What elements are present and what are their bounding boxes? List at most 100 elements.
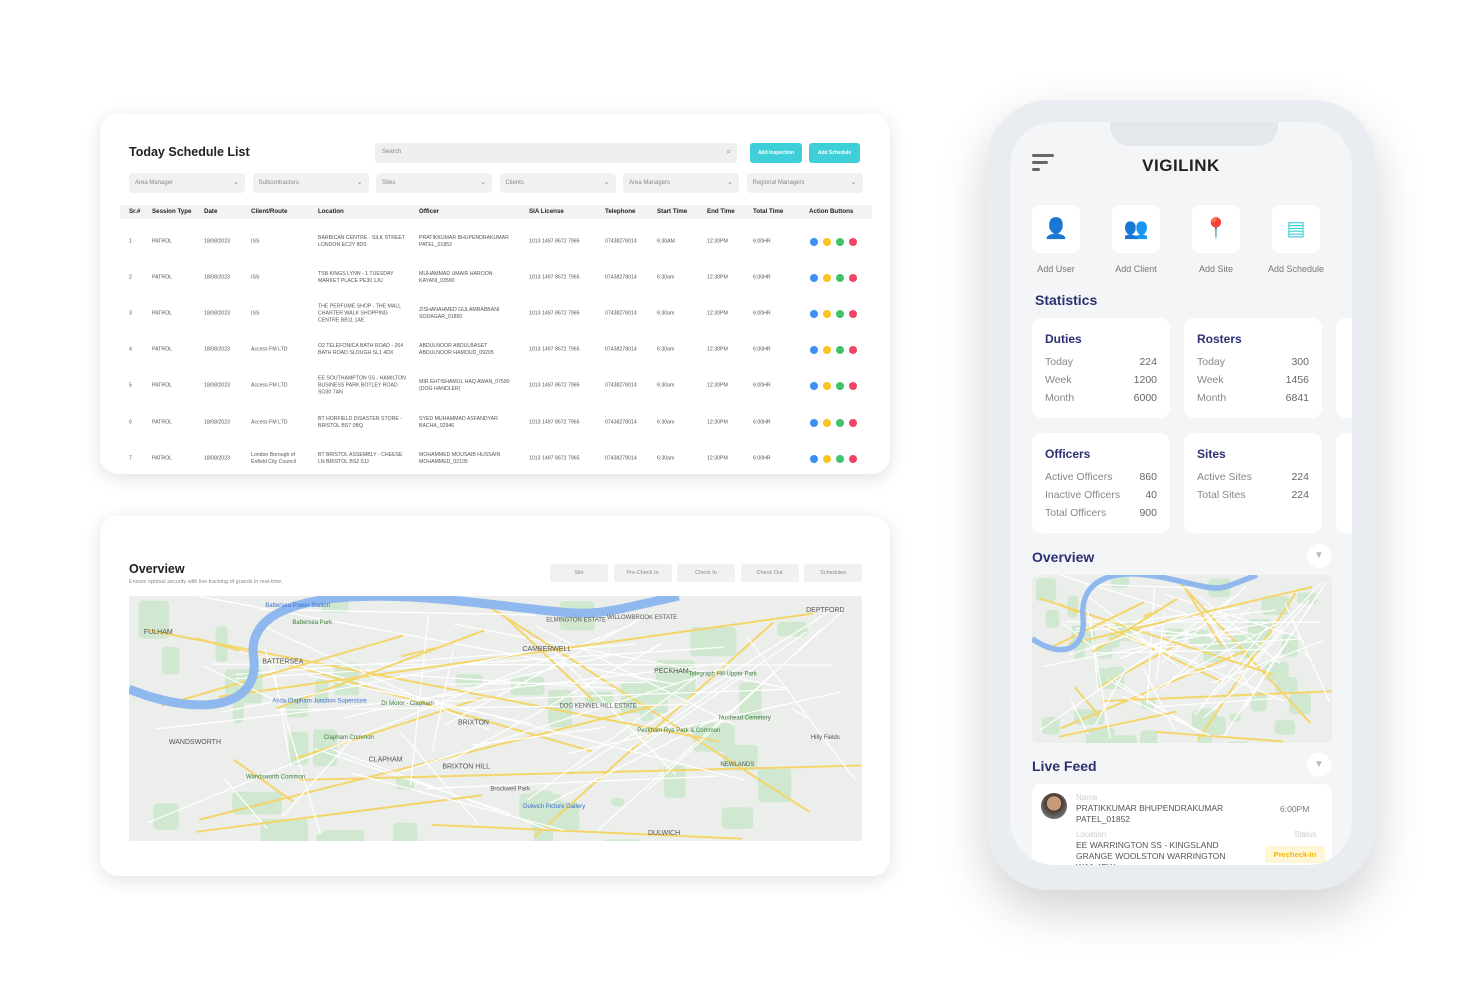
- map-tab[interactable]: Schedules: [804, 564, 862, 582]
- park-area: [1275, 677, 1298, 694]
- table-cell: Access FM LTD: [251, 382, 288, 389]
- users-icon: 👥: [1123, 218, 1149, 240]
- stat-card-partial[interactable]: [1336, 433, 1352, 533]
- road: [431, 823, 743, 840]
- map-tab[interactable]: Check Out: [740, 564, 799, 582]
- table-cell: MUHAMMAD UMAIR HAROON KAYANI_03590: [419, 271, 493, 284]
- stat-row: Month 6000: [1045, 392, 1157, 404]
- column-header: Start Time: [657, 208, 688, 215]
- filter-select[interactable]: Area Manager ⌄: [129, 173, 245, 193]
- delete-icon-button[interactable]: [849, 274, 857, 282]
- edit-icon-button[interactable]: [836, 455, 844, 463]
- view-icon-button[interactable]: [810, 274, 818, 282]
- table-cell: MOHAMMED MOUSAIB HUSSAIN MOHAMMED_02105: [419, 452, 501, 465]
- delete-icon-button[interactable]: [849, 238, 857, 246]
- delete-icon-button[interactable]: [849, 455, 857, 463]
- road: [399, 731, 479, 824]
- view-icon-button[interactable]: [810, 419, 818, 427]
- park-area: [162, 646, 180, 675]
- user-action-button[interactable]: 👤: [1032, 205, 1080, 253]
- document-icon-button[interactable]: [823, 310, 831, 318]
- map-tab[interactable]: Site: [550, 564, 608, 582]
- users-action-button[interactable]: 👥: [1112, 205, 1160, 253]
- filter-label: Sites: [382, 180, 396, 186]
- stat-card-partial[interactable]: [1336, 318, 1352, 418]
- live-feed-title: Live Feed: [1032, 758, 1097, 774]
- view-icon-button[interactable]: [810, 238, 818, 246]
- filter-select[interactable]: Area Managers ⌄: [623, 173, 739, 193]
- road: [264, 648, 321, 835]
- action-label: Add User: [1037, 264, 1075, 274]
- table-cell: ISS: [251, 238, 260, 245]
- menu-icon[interactable]: [1032, 154, 1054, 171]
- calendar-action-button[interactable]: ▤: [1272, 205, 1320, 253]
- add-schedule-button[interactable]: Add Schedule: [809, 143, 860, 163]
- river-thames: [1032, 575, 1258, 653]
- road: [486, 604, 811, 813]
- edit-icon-button[interactable]: [836, 238, 844, 246]
- chevron-down-icon: ⌄: [233, 179, 239, 186]
- phone-map[interactable]: [1032, 575, 1332, 743]
- map-tab[interactable]: Check In: [677, 564, 735, 582]
- filter-icon[interactable]: ▼: [1307, 544, 1331, 568]
- edit-icon-button[interactable]: [836, 419, 844, 427]
- edit-icon-button[interactable]: [836, 274, 844, 282]
- rosters-card[interactable]: Rosters Today 300 Week 1456 Month 6841: [1184, 318, 1322, 418]
- document-icon-button[interactable]: [823, 346, 831, 354]
- live-feed-item[interactable]: Name PRATIKKUMAR BHUPENDRAKUMAR PATEL_01…: [1032, 784, 1332, 865]
- park-area: [1067, 595, 1079, 618]
- road: [147, 622, 635, 824]
- map[interactable]: FULHAM BATTERSEA WANDSWORTH CLAPHAM BRIXTON C…: [127, 591, 862, 865]
- edit-icon-button[interactable]: [836, 346, 844, 354]
- location-pin-action-button[interactable]: 📍: [1192, 205, 1240, 253]
- road: [552, 649, 677, 775]
- view-icon-button[interactable]: [810, 346, 818, 354]
- edit-icon-button[interactable]: [836, 310, 844, 318]
- view-icon-button[interactable]: [810, 455, 818, 463]
- park-area: [153, 803, 179, 831]
- table-cell: 07438278014: [605, 455, 637, 462]
- stat-value: 6000: [1133, 392, 1157, 404]
- duties-card[interactable]: Duties Today 224 Week 1200 Month 6000: [1032, 318, 1170, 418]
- document-icon-button[interactable]: [823, 455, 831, 463]
- filter-select[interactable]: Subcontractors ⌄: [252, 173, 369, 193]
- road: [527, 670, 705, 801]
- document-icon-button[interactable]: [823, 419, 831, 427]
- stat-row: Month 6841: [1197, 392, 1309, 404]
- location-pin-icon: 📍: [1203, 218, 1229, 240]
- road: [202, 665, 274, 700]
- action-label: Ed: [1331, 264, 1352, 274]
- name-label: Name: [1076, 793, 1098, 802]
- filter-select[interactable]: Clients ⌄: [499, 173, 616, 193]
- table-row: 4 PATROL 18/08/2023 Access FM LTD O2 TELEFON…: [100, 332, 890, 368]
- document-icon-button[interactable]: [823, 274, 831, 282]
- search-input[interactable]: Search ⌕: [375, 143, 737, 163]
- map-label: BRIXTON HILL: [442, 764, 490, 771]
- filter-select[interactable]: Regional Managers ⌄: [746, 173, 863, 193]
- officers-card[interactable]: Officers Active Officers 860 Inactive Offic…: [1032, 433, 1170, 533]
- filter-select[interactable]: Sites ⌄: [376, 173, 492, 193]
- filter-icon[interactable]: ▼: [1307, 753, 1331, 777]
- delete-icon-button[interactable]: [849, 310, 857, 318]
- filter-label: Regional Managers: [752, 180, 805, 186]
- map-label: DULWICH: [648, 830, 680, 837]
- chevron-down-icon: ⌄: [603, 179, 610, 186]
- chevron-down-icon: ⌄: [480, 179, 486, 186]
- road: [402, 666, 730, 772]
- map-tab[interactable]: Pre-Check In: [613, 564, 672, 582]
- status-badge: Precheck-In: [1265, 846, 1325, 863]
- edit-icon-button[interactable]: [836, 382, 844, 390]
- delete-icon-button[interactable]: [849, 419, 857, 427]
- add-inspection-button[interactable]: Add Inspection: [750, 143, 802, 163]
- column-header: Total Time: [753, 208, 784, 215]
- document-icon-button[interactable]: [823, 382, 831, 390]
- table-cell: 1013 1497 8672 7965: [529, 346, 580, 353]
- sites-card[interactable]: Sites Active Sites 224 Total Sites 224: [1184, 433, 1322, 533]
- view-icon-button[interactable]: [810, 382, 818, 390]
- document-icon-button[interactable]: [823, 238, 831, 246]
- delete-icon-button[interactable]: [849, 382, 857, 390]
- delete-icon-button[interactable]: [849, 346, 857, 354]
- road: [1089, 616, 1099, 693]
- table-cell: 12:30PM: [707, 238, 728, 245]
- view-icon-button[interactable]: [810, 310, 818, 318]
